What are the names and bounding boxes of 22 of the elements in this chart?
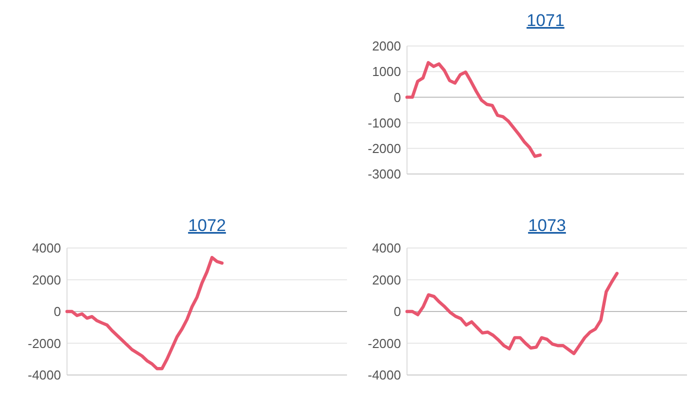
y-tick-label: 0: [54, 304, 61, 320]
y-tick-label: 4000: [32, 240, 61, 256]
line-series: [65, 256, 224, 370]
y-tick-label: -3000: [368, 166, 401, 182]
y-tick-label: -2000: [28, 336, 61, 351]
y-tick-label: -1000: [368, 115, 401, 130]
y-tick-label: -2000: [368, 336, 401, 351]
y-tick-label: -4000: [28, 368, 61, 383]
chart-title: 1073: [528, 216, 566, 235]
y-tick-label: -4000: [368, 368, 401, 383]
chart-title: 1072: [188, 216, 226, 235]
y-tick-label: -2000: [368, 140, 401, 156]
y-tick-label: 1000: [372, 64, 401, 80]
y-tick-label: 2000: [372, 272, 401, 288]
chart-title: 1071: [526, 11, 564, 30]
line-series: [405, 272, 619, 356]
y-tick-label: 0: [394, 90, 401, 105]
y-tick-label: 4000: [372, 240, 401, 256]
line-series: [405, 61, 542, 158]
y-tick-label: 0: [394, 304, 401, 320]
y-tick-label: 2000: [372, 38, 401, 54]
y-tick-label: 2000: [32, 272, 61, 288]
